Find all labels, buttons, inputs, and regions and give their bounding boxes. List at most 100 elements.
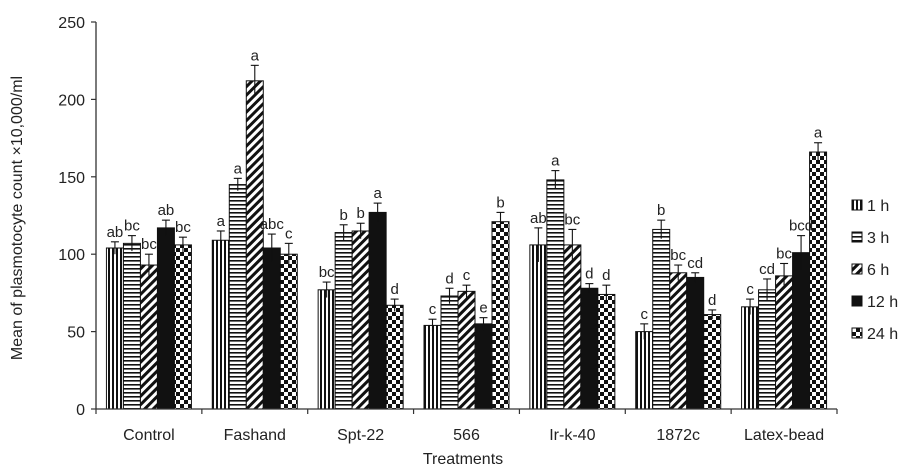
bar	[139, 264, 158, 410]
x-tick-label: Ir-k-40	[549, 427, 595, 444]
significance-label: b	[496, 194, 504, 211]
bar	[262, 247, 281, 410]
significance-label: bc	[670, 247, 686, 264]
x-tick-label: Latex-bead	[744, 427, 824, 444]
legend: 1 h 3 h 6 h 12 h 24 h	[851, 198, 898, 343]
significance-label: bc	[776, 245, 792, 262]
bar	[563, 244, 582, 410]
bar	[546, 179, 565, 410]
significance-label: e	[479, 300, 487, 317]
bar	[597, 293, 616, 410]
y-tick-label: 150	[58, 170, 85, 187]
bar	[440, 295, 459, 410]
bar	[809, 151, 828, 410]
bar	[173, 244, 192, 410]
bar	[457, 290, 476, 410]
bar	[351, 230, 370, 410]
y-axis-title: Mean of plasmotocyte count ×10,000/ml	[9, 76, 26, 360]
significance-label: d	[708, 292, 716, 309]
bar	[669, 272, 688, 410]
legend-label: 1 h	[867, 198, 889, 215]
significance-label: bc	[175, 219, 191, 236]
significance-label: a	[217, 213, 226, 230]
x-tick-label: Control	[123, 427, 175, 444]
legend-swatch	[851, 327, 863, 339]
bar	[775, 275, 794, 410]
axes-layer: 0 50 100 150 200 250 Control Fashand Spt-22 566 Ir…	[58, 15, 838, 444]
bar	[758, 289, 777, 410]
significance-label: cd	[687, 255, 703, 272]
bar	[334, 232, 353, 410]
bar	[491, 221, 510, 410]
x-tick-label: Fashand	[224, 427, 286, 444]
significance-label: a	[234, 160, 243, 177]
bar	[741, 306, 760, 410]
y-tick-label: 200	[58, 92, 85, 109]
significance-label: b	[356, 205, 364, 222]
y-tick-label: 50	[67, 325, 85, 342]
significance-label: b	[339, 207, 347, 224]
significance-label: bc	[141, 236, 157, 253]
bar	[122, 242, 141, 410]
bar	[580, 287, 599, 410]
x-tick-label: 566	[453, 427, 480, 444]
significance-label: a	[814, 125, 823, 142]
y-tick-label: 0	[76, 402, 85, 419]
bar	[368, 211, 387, 410]
significance-label: ab	[158, 202, 175, 219]
significance-label: c	[640, 306, 648, 323]
bar	[423, 324, 442, 410]
significance-label: bc	[564, 211, 580, 228]
bar	[529, 244, 548, 410]
significance-label: bc	[319, 264, 335, 281]
significance-label: bc	[124, 218, 140, 235]
bar	[703, 314, 722, 410]
bar	[228, 184, 247, 410]
significance-label: a	[251, 47, 260, 64]
significance-label: c	[285, 225, 293, 242]
significance-label: ab	[107, 224, 124, 241]
significance-label: abc	[260, 216, 285, 233]
bar	[635, 331, 654, 410]
significance-label: a	[551, 153, 560, 170]
bar	[211, 239, 230, 410]
bar	[245, 80, 264, 410]
significance-label: d	[445, 270, 453, 287]
significance-label: a	[373, 185, 382, 202]
bar	[156, 227, 175, 410]
significance-label: d	[585, 266, 593, 283]
significance-label: d	[390, 281, 398, 298]
legend-label: 12 h	[867, 294, 898, 311]
significance-label: c	[463, 267, 471, 284]
legend-swatch	[851, 295, 863, 307]
legend-label: 3 h	[867, 230, 889, 247]
legend-swatch	[851, 263, 863, 275]
bars-layer	[105, 64, 828, 410]
legend-swatch	[851, 199, 863, 211]
legend-label: 24 h	[867, 326, 898, 343]
bar	[792, 252, 811, 410]
significance-label: ab	[530, 210, 547, 227]
significance-label: d	[602, 267, 610, 284]
y-tick-label: 100	[58, 247, 85, 264]
significance-label: cd	[759, 261, 775, 278]
x-axis-title: Treatments	[423, 451, 503, 468]
significance-label: b	[657, 202, 665, 219]
legend-swatch	[851, 231, 863, 243]
legend-label: 6 h	[867, 262, 889, 279]
bar	[279, 253, 298, 410]
y-tick-label: 250	[58, 15, 85, 32]
significance-label: bcd	[789, 218, 813, 235]
x-tick-label: 1872c	[656, 427, 700, 444]
bar	[385, 304, 404, 410]
bar	[105, 247, 124, 410]
bar	[317, 289, 336, 410]
significance-label: c	[429, 301, 437, 318]
significance-label: c	[746, 281, 754, 298]
bar	[686, 276, 705, 410]
bar	[652, 228, 671, 410]
bar	[474, 323, 493, 410]
x-tick-label: Spt-22	[337, 427, 384, 444]
